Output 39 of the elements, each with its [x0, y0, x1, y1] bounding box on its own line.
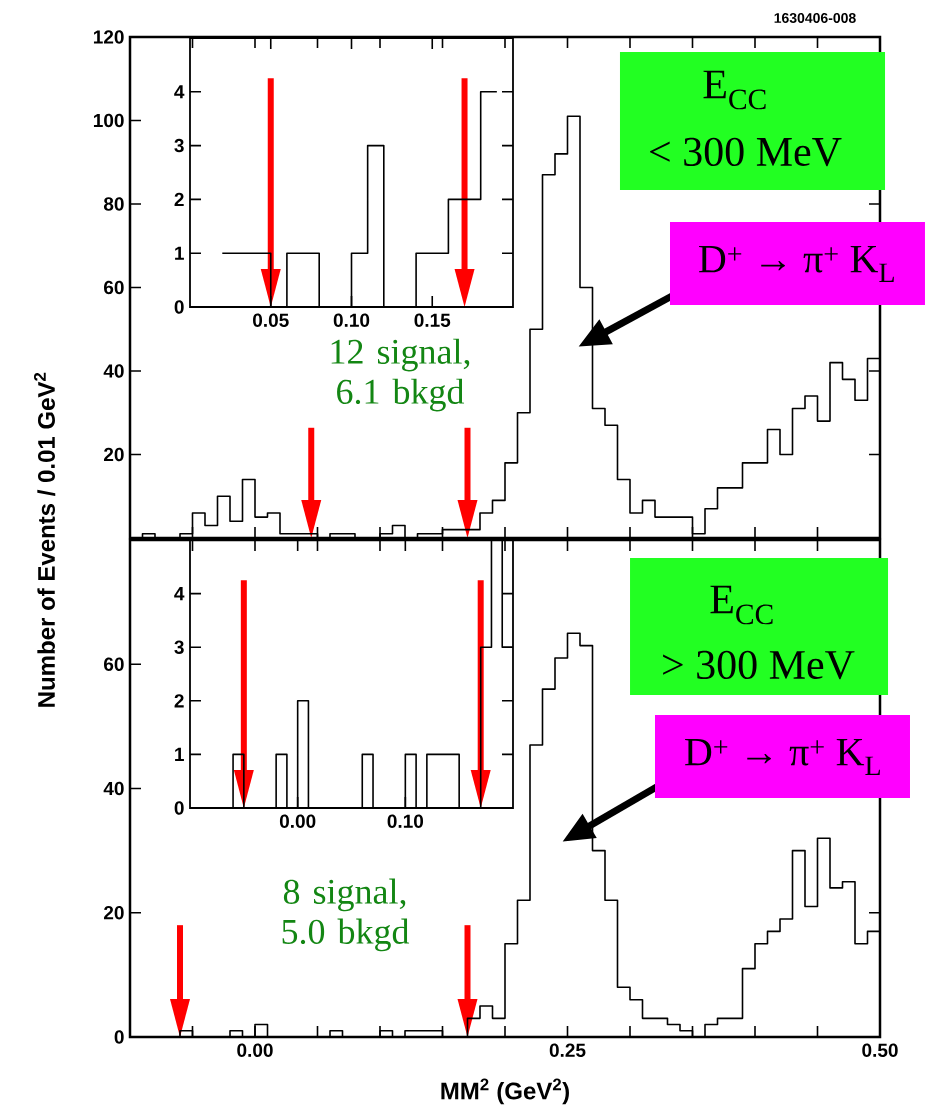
y-tick-label: 3	[174, 138, 184, 153]
annotation: E$_{CC}$	[710, 585, 773, 625]
y-tick-label: 80	[103, 197, 124, 211]
y-tick-label: 2	[174, 694, 184, 708]
annotation: 12 signal, 6.1 bkgd	[331, 338, 470, 412]
x-tick-label: 0.00	[279, 814, 316, 828]
y-tick-label: 60	[104, 657, 124, 671]
y-tick-label: 4	[174, 85, 185, 99]
x-tick-label: 0.00	[237, 1043, 273, 1057]
y-tick-label: 20	[103, 447, 124, 462]
y-tick-label: 100	[93, 113, 124, 128]
y-tick-label: 40	[103, 364, 124, 378]
y-tick-label: 4	[174, 587, 185, 601]
y-tick-label: 2	[174, 192, 184, 207]
y-tick-label: 40	[103, 781, 124, 796]
x-tick-label: 0.50	[862, 1043, 898, 1057]
x-tick-label: 0.05	[253, 313, 289, 327]
y-tick-label: 0	[114, 1030, 124, 1044]
x-axis-title: MM$^{2}$ (GeV$^{2}$)	[441, 1078, 569, 1105]
y-tick-label: 3	[174, 640, 184, 654]
annotation: 8 signal, 5.0 bkgd	[282, 878, 410, 952]
annotation: D$^{+}$ → π$^{+}$ K$_{L}$	[685, 739, 880, 775]
annotation: D$^{+}$ → π$^{+}$ K$_{L}$	[699, 246, 894, 282]
y-tick-label: 0	[174, 300, 184, 314]
annotation: > 300 MeV	[663, 650, 855, 680]
y-tick-label: 20	[103, 906, 124, 920]
y-tick-label: 1	[175, 246, 184, 260]
annotation: < 300 MeV	[650, 137, 842, 167]
x-tick-label: 0.25	[549, 1043, 586, 1057]
y-tick-label: 1	[175, 747, 184, 761]
annotation: E$_{CC}$	[703, 70, 766, 110]
x-tick-label: 0.10	[333, 313, 370, 327]
y-tick-label: 60	[104, 280, 124, 295]
text: 1630406-008	[774, 13, 856, 23]
x-tick-label: 0.15	[414, 313, 451, 327]
y-tick-label: 0	[174, 801, 184, 815]
y-tick-label: 120	[93, 30, 124, 44]
y-axis-title: Number of Events / 0.01 GeV$^{2}$	[33, 372, 56, 707]
x-tick-label: 0.10	[387, 814, 424, 828]
